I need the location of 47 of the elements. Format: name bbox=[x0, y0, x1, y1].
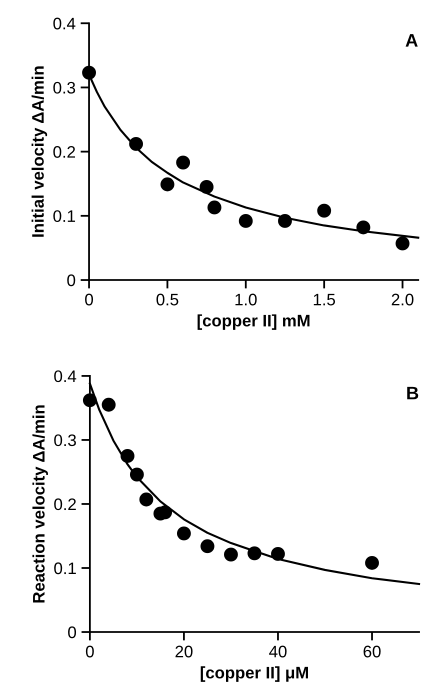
y-tick-label: 0.3 bbox=[53, 82, 76, 94]
point bbox=[82, 393, 97, 408]
x-tick-label: 2.0 bbox=[392, 294, 414, 306]
point bbox=[248, 546, 262, 560]
y-axis-title: Initial velocity ΔA/min bbox=[32, 66, 48, 237]
point bbox=[176, 526, 191, 540]
point bbox=[139, 492, 154, 506]
point bbox=[120, 449, 134, 463]
x-tick-label: 1.0 bbox=[235, 294, 257, 306]
annotation: A bbox=[406, 34, 418, 47]
y-tick-label: 0.4 bbox=[53, 18, 76, 30]
x-tick-label: 0.5 bbox=[156, 294, 178, 306]
x-tick-label: 20 bbox=[176, 646, 193, 658]
point bbox=[130, 468, 144, 482]
x-axis-title: [copper II] mM bbox=[198, 314, 310, 330]
point bbox=[82, 66, 96, 80]
y-tick-label: 0.2 bbox=[53, 146, 76, 158]
point bbox=[207, 200, 222, 214]
x-tick-label: 60 bbox=[364, 646, 381, 658]
y-axis-title: Reaction velocity ΔA/min bbox=[32, 405, 48, 603]
x-tick-label: 1.5 bbox=[314, 294, 336, 306]
point bbox=[238, 214, 253, 228]
annotation: B bbox=[407, 386, 418, 400]
x-axis-title: [copper II] μM bbox=[200, 666, 308, 682]
point bbox=[271, 546, 285, 561]
point bbox=[176, 156, 190, 170]
point bbox=[224, 548, 238, 562]
x-tick-label: 0 bbox=[86, 646, 94, 658]
point bbox=[129, 136, 144, 151]
x-tick-label: 40 bbox=[269, 646, 287, 658]
point bbox=[278, 214, 292, 228]
point bbox=[396, 236, 410, 250]
point bbox=[365, 556, 379, 570]
y-tick-label: 0.4 bbox=[54, 370, 76, 382]
point bbox=[200, 180, 214, 194]
y-tick-label: 0 bbox=[68, 626, 76, 638]
point bbox=[356, 220, 370, 234]
y-tick-label: 0.3 bbox=[54, 434, 76, 446]
y-tick-label: 0.1 bbox=[54, 562, 76, 574]
y-tick-label: 0.2 bbox=[54, 498, 76, 510]
point bbox=[200, 539, 214, 554]
x-tick-label: 0 bbox=[85, 294, 94, 306]
y-tick-label: 0.1 bbox=[53, 210, 76, 222]
point bbox=[160, 177, 174, 192]
point bbox=[317, 204, 332, 218]
point bbox=[102, 398, 116, 412]
y-tick-label: 0 bbox=[67, 274, 76, 286]
